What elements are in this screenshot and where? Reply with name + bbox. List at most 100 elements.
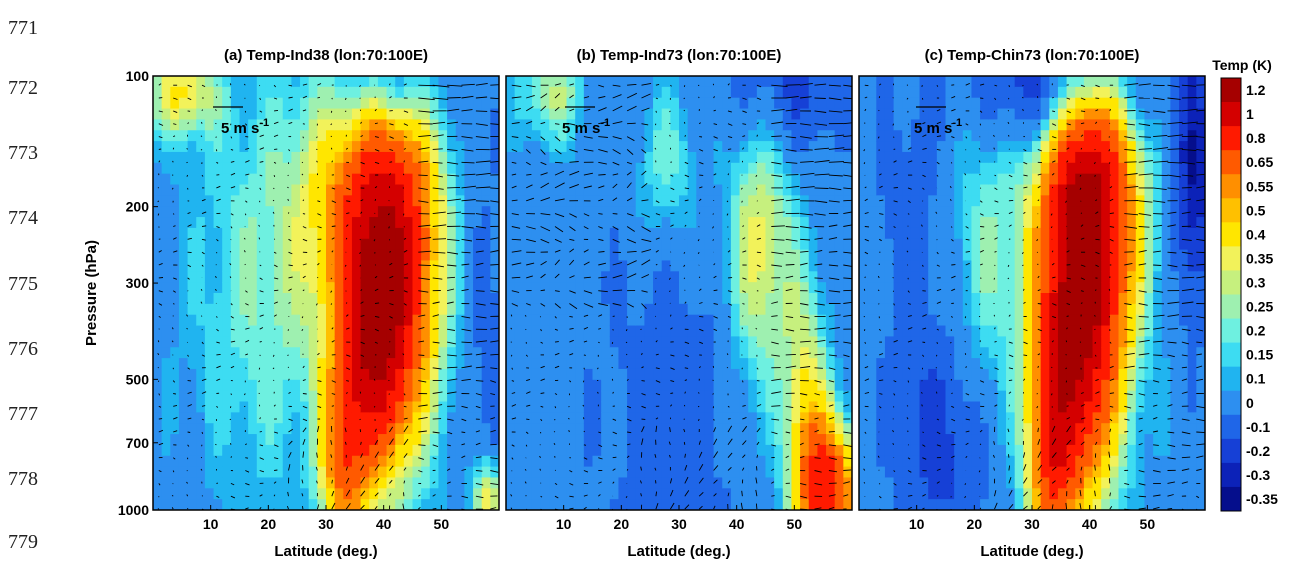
field-cell [826, 282, 836, 294]
field-cell [351, 401, 362, 413]
wind-vector [583, 226, 589, 230]
field-cell [817, 151, 827, 164]
wind-vector [641, 226, 651, 233]
field-cell [196, 488, 206, 500]
field-cell [204, 108, 215, 120]
field-cell [730, 444, 741, 457]
field-cell [343, 444, 353, 457]
field-cell [291, 368, 301, 381]
field-cell [583, 76, 594, 88]
field-cell [601, 477, 611, 489]
field-cell [609, 325, 620, 337]
field-cell [696, 238, 706, 251]
wind-vector [554, 303, 561, 309]
wind-vector [157, 353, 160, 356]
wind-vector [655, 187, 659, 190]
wind-vector [785, 468, 790, 471]
field-cell [817, 477, 827, 489]
field-cell [300, 260, 310, 272]
field-cell [687, 260, 697, 272]
field-cell [481, 293, 491, 305]
wind-vector [490, 393, 496, 396]
field-cell [334, 444, 344, 457]
field-cell [618, 401, 628, 413]
field-cell [447, 477, 457, 489]
field-cell [644, 477, 654, 489]
wind-vector [540, 136, 546, 141]
wind-vector [771, 198, 785, 202]
field-cell [490, 325, 499, 337]
field-cell [713, 499, 723, 510]
field-cell [187, 162, 197, 175]
field-cell [274, 108, 284, 120]
wind-vector [554, 483, 558, 485]
field-cell [308, 347, 318, 359]
field-cell [653, 108, 663, 120]
field-cell [213, 325, 223, 337]
field-cell [429, 97, 440, 110]
field-cell [722, 206, 732, 218]
field-cell [601, 314, 611, 327]
wind-vector [475, 226, 487, 229]
field-cell [696, 108, 706, 120]
field-cell [360, 499, 370, 510]
wind-vector [302, 379, 306, 382]
field-cell [506, 412, 516, 424]
wind-vector [511, 161, 517, 164]
wind-vector [173, 393, 177, 395]
field-cell [696, 368, 706, 381]
wind-vector [230, 393, 232, 396]
wind-vector [259, 187, 262, 190]
field-cell [386, 97, 396, 110]
field-cell [239, 162, 249, 175]
field-cell [429, 238, 440, 251]
field-cell [222, 423, 232, 435]
field-cell [300, 336, 310, 348]
field-cell [748, 238, 758, 251]
field-cell [239, 260, 249, 272]
wind-vector [641, 259, 651, 266]
field-cell [722, 379, 732, 392]
field-cell [531, 86, 542, 99]
field-cell [256, 282, 267, 294]
field-cell [817, 336, 827, 348]
field-cell [265, 499, 275, 510]
field-cell [326, 293, 336, 305]
field-cell [248, 260, 258, 272]
field-cell [230, 260, 241, 272]
field-cell [222, 282, 232, 294]
field-cell [317, 466, 327, 479]
wind-vector [403, 250, 408, 253]
wind-vector [785, 353, 796, 356]
wind-vector [800, 160, 814, 163]
field-cell [386, 141, 396, 153]
field-cell [834, 347, 844, 359]
field-cell [464, 401, 474, 413]
wind-vector [713, 353, 715, 356]
field-cell [722, 325, 732, 337]
field-cell [670, 434, 680, 446]
field-cell [748, 119, 758, 131]
field-cell [876, 282, 886, 294]
field-cell [687, 444, 697, 457]
field-cell [609, 412, 620, 424]
wind-vector [302, 123, 305, 125]
field-cell [438, 423, 448, 435]
field-cell [756, 390, 767, 403]
wind-vector [490, 174, 499, 176]
field-cell [481, 238, 491, 251]
field-cell [438, 260, 448, 272]
field-cell [601, 293, 611, 305]
field-cell [808, 499, 818, 510]
field-cell [601, 488, 611, 500]
field-cell [196, 173, 206, 186]
field-cell [627, 97, 637, 110]
wind-vector [627, 83, 637, 86]
field-cell [265, 108, 275, 120]
wind-vector [598, 418, 600, 420]
field-cell [187, 97, 197, 110]
field-cell [395, 466, 405, 479]
field-cell [464, 108, 474, 120]
wind-vector [475, 482, 484, 486]
wind-vector [727, 418, 731, 420]
